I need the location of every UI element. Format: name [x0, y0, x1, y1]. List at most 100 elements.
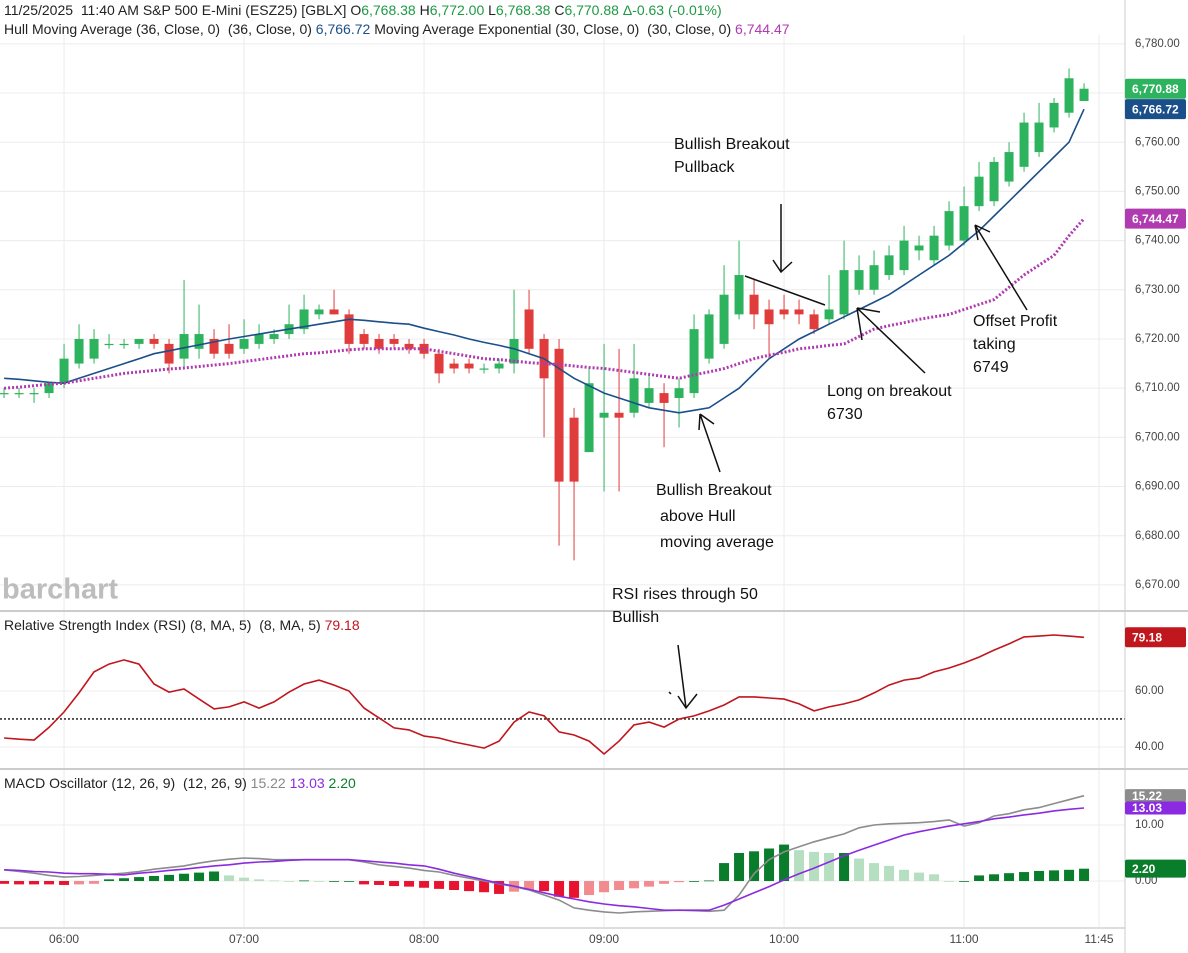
candle-body	[839, 270, 849, 315]
legend-params: (8, MA, 5)	[259, 617, 321, 633]
histogram-bar	[794, 850, 805, 882]
candle-body	[134, 338, 144, 344]
histogram-bar	[344, 881, 355, 882]
price-tag-label: 13.03	[1132, 801, 1162, 815]
histogram-bar	[824, 852, 835, 882]
macd-legend: MACD Oscillator (12, 26, 9) (12, 26, 9) …	[4, 775, 356, 791]
histogram-bar	[29, 881, 40, 885]
histogram-bar	[869, 863, 880, 882]
price-tag-label: 6,770.88	[1132, 82, 1179, 96]
histogram-bar	[914, 872, 925, 882]
candle-body	[674, 388, 684, 399]
y-tick-label: 10.00	[1135, 819, 1164, 831]
ohlc-value: 6,772.00	[429, 2, 485, 18]
legend-value: 6,766.72	[315, 21, 371, 37]
y-tick-label: 40.00	[1135, 741, 1164, 753]
x-tick-label: 09:00	[589, 932, 619, 946]
histogram-bar	[239, 877, 250, 882]
histogram-bar	[1034, 870, 1045, 882]
histogram-bar	[464, 881, 475, 892]
y-tick-label: 6,750.00	[1135, 185, 1180, 197]
candle-body	[329, 309, 339, 315]
header-line: 11/25/2025 11:40 AM S&P 500 E-Mini (ESZ2…	[4, 2, 722, 18]
candle-body	[419, 343, 429, 354]
annotation: Long on breakout	[827, 383, 952, 400]
legend-value: 79.18	[324, 617, 360, 633]
histogram-bar	[989, 874, 1000, 882]
annotation: taking	[973, 336, 1016, 353]
candle-body	[269, 334, 279, 339]
candle-body	[164, 343, 174, 364]
candle-body	[224, 343, 234, 354]
histogram-bar	[449, 881, 460, 890]
y-tick-label: 6,710.00	[1135, 382, 1180, 394]
candle-body	[974, 176, 984, 207]
candle-body	[719, 294, 729, 344]
candle-body	[1019, 122, 1029, 167]
candle-body	[1004, 152, 1014, 182]
histogram-bar	[779, 844, 790, 882]
candle-body	[104, 343, 114, 346]
histogram-bar	[584, 881, 595, 896]
candle-body	[1034, 122, 1044, 153]
candle-body	[1049, 102, 1059, 128]
histogram-bar	[1079, 868, 1090, 882]
histogram-bar	[269, 880, 280, 882]
candle-body	[659, 393, 669, 403]
histogram-bar	[884, 865, 895, 882]
indicator-legend: Hull Moving Average (36, Close, 0) (36, …	[4, 21, 790, 37]
candle-body	[809, 314, 819, 330]
candle-body	[209, 338, 219, 354]
candle-body	[929, 235, 939, 261]
histogram-bar	[764, 848, 775, 882]
histogram-bar	[419, 881, 430, 888]
histogram-bar	[599, 881, 610, 893]
candle-body	[359, 334, 369, 344]
ohlc-key: C	[554, 2, 565, 18]
histogram-bar	[134, 877, 145, 882]
histogram-bar	[374, 881, 385, 885]
arrow	[974, 224, 1028, 311]
candle-body	[704, 314, 714, 359]
candle-body	[989, 161, 999, 202]
x-tick-label: 06:00	[49, 932, 79, 946]
annotation: Bullish Breakout	[674, 136, 790, 153]
candle-body	[89, 338, 99, 359]
histogram-bar	[1019, 872, 1030, 882]
watermark: barchart	[2, 574, 118, 606]
x-tick-label: 11:45	[1084, 932, 1113, 946]
ohlc-key: O	[350, 2, 362, 18]
histogram-bar	[854, 858, 865, 882]
annotation: 6730	[827, 406, 863, 423]
candle-body	[299, 309, 309, 330]
candle-body	[764, 309, 774, 325]
candle-body	[434, 353, 444, 374]
x-tick-label: 07:00	[229, 932, 259, 946]
candle-body	[509, 338, 519, 364]
histogram-bar	[89, 881, 100, 884]
annotation: Bullish	[612, 609, 659, 626]
histogram-bar	[119, 878, 130, 882]
y-tick-label: 6,680.00	[1135, 530, 1180, 542]
histogram-bar	[749, 851, 760, 882]
line	[4, 217, 1086, 390]
histogram-bar	[494, 881, 505, 894]
ohlc-key: H	[419, 2, 430, 18]
y-tick-label: 0.00	[1135, 875, 1157, 887]
legend-params: (36, Close, 0)	[227, 21, 312, 37]
candle-body	[899, 240, 909, 271]
histogram-bar	[14, 881, 25, 885]
histogram-bar	[254, 879, 265, 882]
histogram-bar	[0, 881, 10, 884]
x-tick-label: 10:00	[769, 932, 799, 946]
histogram-bar	[659, 881, 670, 884]
candle-body	[494, 363, 504, 369]
candle-body	[554, 348, 564, 482]
x-tick-label: 11:00	[949, 932, 978, 946]
histogram-bar	[194, 872, 205, 882]
candle-body	[239, 338, 249, 349]
histogram-bar	[164, 874, 175, 882]
annotation: Pullback	[674, 159, 735, 176]
candle-body	[869, 265, 879, 290]
price-tag	[1125, 78, 1186, 99]
